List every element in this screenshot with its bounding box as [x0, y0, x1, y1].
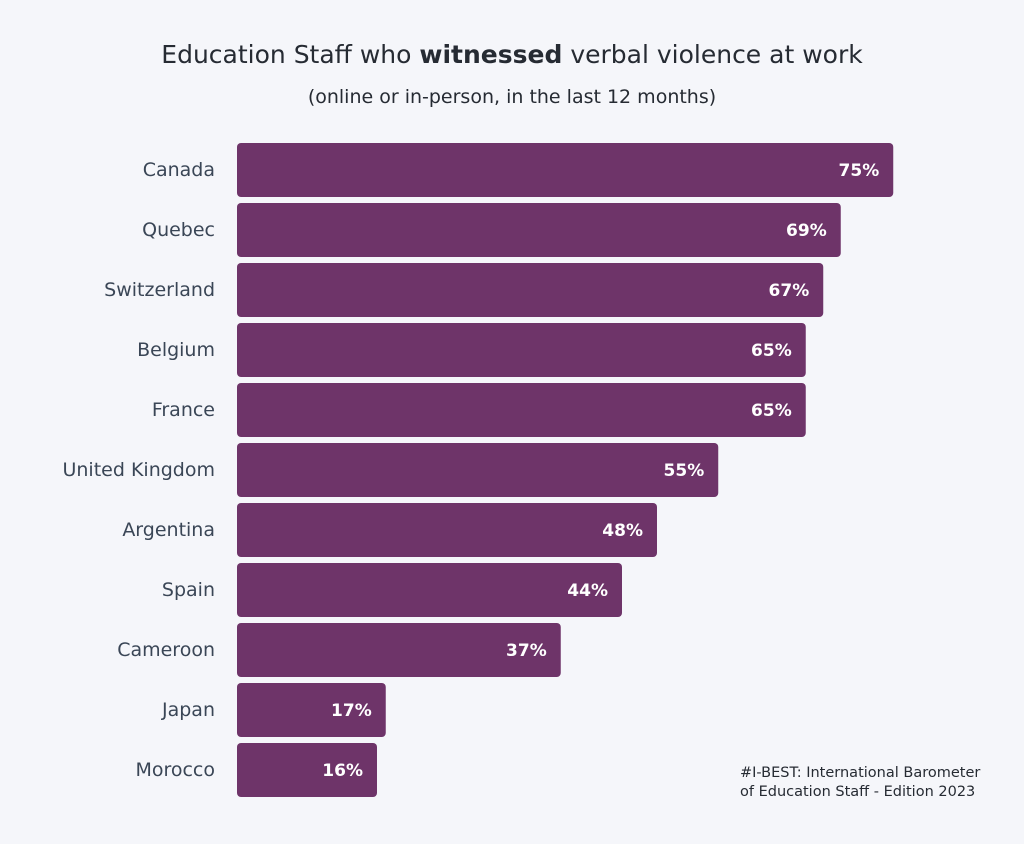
source-note: #I-BEST: International Barometer of Educ… [740, 764, 1010, 802]
bar-morocco [237, 743, 377, 797]
bar-argentina [237, 503, 657, 557]
chart-title: Education Staff who witnessed verbal vio… [0, 40, 1024, 69]
bar-switzerland [237, 263, 824, 317]
value-label-japan: 17% [331, 701, 372, 721]
bar-france [237, 383, 806, 437]
value-label-spain: 44% [567, 581, 608, 601]
category-label-cameroon: Cameroon [117, 639, 215, 661]
chart-subtitle: (online or in-person, in the last 12 mon… [307, 86, 717, 108]
bar-spain [237, 563, 622, 617]
bar-cameroon [237, 623, 561, 677]
source-line-1: #I-BEST: International Barometer [740, 765, 981, 781]
value-label-france: 65% [751, 401, 792, 421]
category-label-united-kingdom: United Kingdom [62, 459, 215, 481]
bar-quebec [237, 203, 841, 257]
category-label-france: France [152, 399, 215, 421]
category-label-argentina: Argentina [122, 519, 215, 541]
value-label-cameroon: 37% [506, 641, 547, 661]
bar-japan [237, 683, 386, 737]
chart-title-suffix: verbal violence at work [562, 40, 863, 69]
value-label-morocco: 16% [322, 761, 363, 781]
category-label-quebec: Quebec [142, 219, 215, 241]
bar-canada [237, 143, 894, 197]
value-label-argentina: 48% [602, 521, 643, 541]
source-line-2: of Education Staff - Edition 2023 [740, 784, 976, 800]
value-label-canada: 75% [839, 161, 880, 181]
value-label-quebec: 69% [786, 221, 827, 241]
category-label-switzerland: Switzerland [104, 279, 215, 301]
value-label-united-kingdom: 55% [664, 461, 705, 481]
chart-title-emphasis: witnessed [419, 40, 563, 69]
value-label-switzerland: 67% [769, 281, 810, 301]
bar-united-kingdom [237, 443, 719, 497]
category-label-spain: Spain [162, 579, 215, 601]
category-label-morocco: Morocco [135, 759, 215, 781]
bar-belgium [237, 323, 806, 377]
category-label-japan: Japan [161, 699, 215, 721]
category-label-belgium: Belgium [137, 339, 215, 361]
value-label-belgium: 65% [751, 341, 792, 361]
category-label-canada: Canada [143, 159, 215, 181]
chart-title-prefix: Education Staff who [161, 40, 420, 69]
